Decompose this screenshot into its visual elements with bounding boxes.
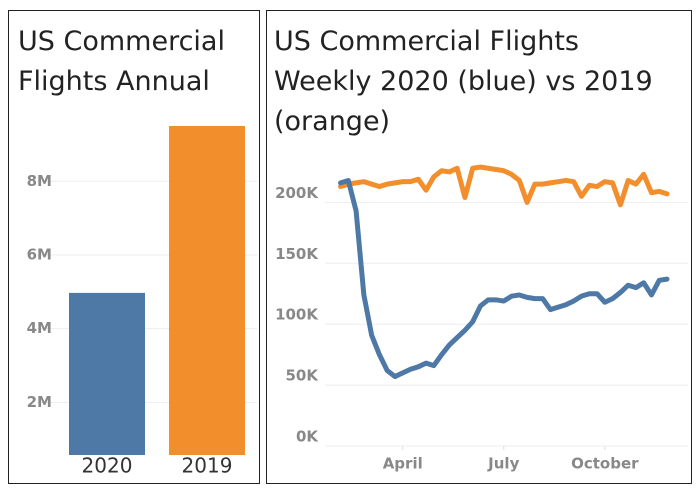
y-tick-label: 4M [27, 319, 52, 337]
x-tick-label: 2020 [82, 454, 133, 478]
chart-title: US Commercial Flights Annual [18, 26, 225, 97]
bar [69, 292, 145, 455]
y-tick-label: 0K [296, 428, 319, 446]
y-tick-label: 100K [275, 306, 319, 324]
y-tick-label: 50K [286, 367, 320, 385]
y-tick-label: 6M [27, 245, 52, 263]
y-tick-label: 8M [27, 172, 52, 190]
chart-title: US Commercial Flights Weekly 2020 (blue)… [274, 26, 653, 137]
left-panel [8, 10, 260, 484]
bar [169, 126, 245, 455]
y-tick-label: 200K [275, 184, 319, 202]
x-tick-label: April [383, 455, 423, 473]
x-tick-label: 2019 [182, 454, 233, 478]
x-tick-label: July [487, 455, 519, 473]
series-line [338, 177, 670, 380]
x-tick-label: October [571, 455, 639, 473]
y-tick-label: 2M [27, 393, 52, 411]
series-line [338, 164, 670, 208]
right-panel [266, 10, 692, 484]
y-tick-label: 150K [275, 245, 319, 263]
